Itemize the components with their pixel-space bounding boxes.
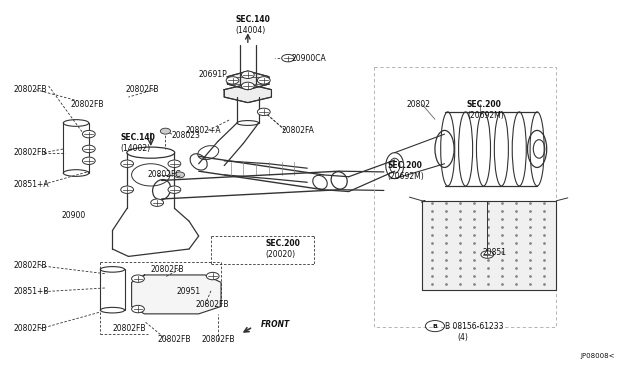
Circle shape (257, 108, 270, 116)
Text: SEC.140: SEC.140 (236, 15, 271, 24)
Text: (14002): (14002) (121, 144, 151, 153)
Text: 20851+B: 20851+B (13, 287, 49, 296)
Text: 208023: 208023 (172, 131, 201, 141)
Text: 20802FB: 20802FB (157, 335, 191, 344)
Text: 20951: 20951 (176, 287, 200, 296)
Text: (20020): (20020) (266, 250, 296, 259)
Circle shape (206, 272, 219, 280)
Text: B: B (433, 324, 437, 328)
Text: (14004): (14004) (236, 26, 266, 35)
Circle shape (83, 131, 95, 138)
Polygon shape (224, 84, 271, 103)
Text: 20802FB: 20802FB (113, 324, 146, 333)
Text: 20802FB: 20802FB (202, 335, 236, 344)
Text: 20802+A: 20802+A (186, 126, 221, 135)
Circle shape (83, 157, 95, 164)
Text: 20900: 20900 (61, 211, 86, 220)
Text: (4): (4) (458, 333, 468, 342)
Circle shape (151, 199, 164, 206)
Circle shape (481, 251, 493, 258)
Text: B 08156-61233: B 08156-61233 (445, 321, 503, 331)
Text: 20851+A: 20851+A (13, 180, 49, 189)
Circle shape (241, 71, 254, 78)
Text: (20692M): (20692M) (467, 111, 504, 120)
Text: 20802FB: 20802FB (151, 265, 184, 274)
Circle shape (257, 77, 270, 84)
Text: 20802FB: 20802FB (13, 85, 47, 94)
Text: SEC.200: SEC.200 (467, 100, 502, 109)
Text: 20851: 20851 (483, 248, 507, 257)
Text: 20802: 20802 (406, 100, 430, 109)
Circle shape (174, 172, 184, 178)
Text: 20802FB: 20802FB (13, 148, 47, 157)
Text: 20802FC: 20802FC (148, 170, 181, 179)
Circle shape (121, 160, 134, 167)
Text: 20802FB: 20802FB (13, 261, 47, 270)
Circle shape (132, 275, 145, 282)
Text: JP08008<: JP08008< (580, 353, 615, 359)
Circle shape (168, 186, 180, 193)
Text: SEC.200: SEC.200 (387, 161, 422, 170)
Circle shape (226, 77, 239, 84)
Text: SEC.140: SEC.140 (121, 133, 156, 142)
Circle shape (121, 186, 134, 193)
Circle shape (282, 54, 294, 62)
Text: 20802FB: 20802FB (195, 300, 229, 309)
Text: 20802FB: 20802FB (125, 85, 159, 94)
Circle shape (83, 145, 95, 153)
Circle shape (132, 305, 145, 313)
Polygon shape (132, 275, 221, 314)
Circle shape (241, 82, 254, 90)
Text: 20900CA: 20900CA (291, 54, 326, 62)
Text: 20802FA: 20802FA (282, 126, 314, 135)
Text: SEC.200: SEC.200 (266, 239, 301, 248)
Circle shape (168, 160, 180, 167)
Text: FRONT: FRONT (261, 320, 291, 329)
Circle shape (161, 128, 171, 134)
Text: 20691P: 20691P (198, 70, 227, 79)
Text: 20802FB: 20802FB (71, 100, 104, 109)
Polygon shape (422, 201, 556, 290)
Text: (20692M): (20692M) (387, 172, 424, 181)
Text: 20802FB: 20802FB (13, 324, 47, 333)
Polygon shape (227, 71, 269, 90)
